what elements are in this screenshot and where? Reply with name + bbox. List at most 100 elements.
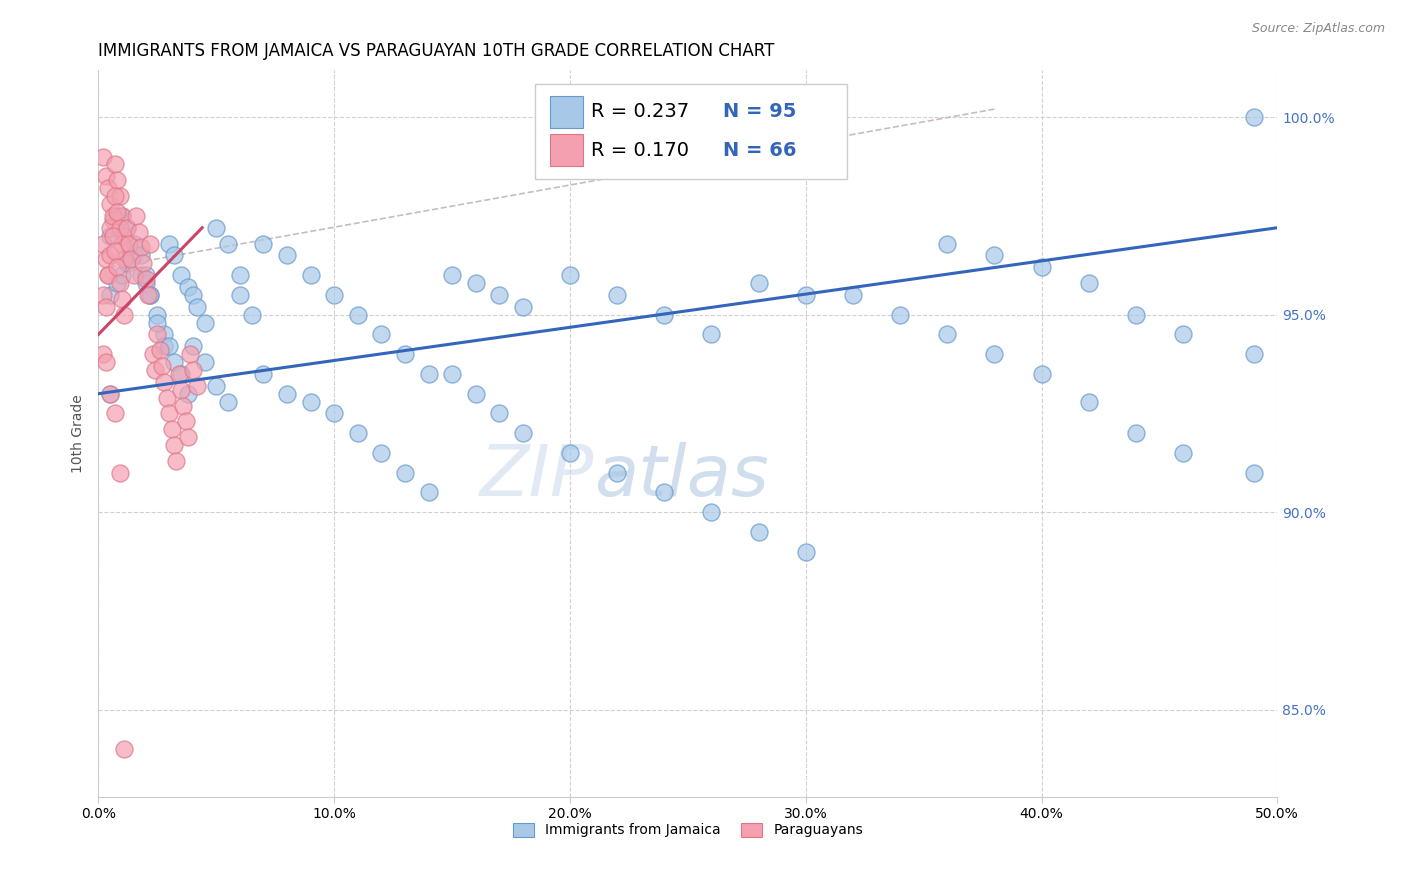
- Text: R = 0.237: R = 0.237: [591, 103, 689, 121]
- Point: [299, 268, 322, 282]
- Point: [276, 386, 298, 401]
- Point: [104, 244, 127, 259]
- Point: [101, 209, 124, 223]
- Point: [160, 422, 183, 436]
- Point: [108, 220, 131, 235]
- Point: [115, 220, 138, 235]
- Point: [98, 386, 121, 401]
- Point: [129, 268, 152, 282]
- Point: [1031, 260, 1053, 275]
- Point: [111, 268, 134, 282]
- Point: [135, 272, 157, 286]
- Point: [98, 288, 121, 302]
- Point: [97, 181, 120, 195]
- Point: [1077, 276, 1099, 290]
- Point: [101, 212, 124, 227]
- Point: [177, 386, 200, 401]
- Point: [108, 276, 131, 290]
- Point: [748, 524, 770, 539]
- Point: [174, 414, 197, 428]
- Point: [488, 406, 510, 420]
- Text: N = 66: N = 66: [723, 141, 797, 160]
- Point: [1125, 308, 1147, 322]
- Point: [186, 378, 208, 392]
- Point: [97, 268, 120, 282]
- Point: [101, 228, 124, 243]
- Point: [135, 268, 157, 282]
- Point: [1243, 466, 1265, 480]
- Point: [98, 220, 121, 235]
- Y-axis label: 10th Grade: 10th Grade: [72, 394, 86, 473]
- Point: [464, 386, 486, 401]
- Point: [394, 347, 416, 361]
- Point: [165, 454, 187, 468]
- Point: [128, 225, 150, 239]
- Point: [163, 248, 186, 262]
- Point: [157, 236, 180, 251]
- Point: [105, 209, 128, 223]
- Point: [139, 236, 162, 251]
- Point: [98, 228, 121, 243]
- Point: [105, 173, 128, 187]
- Point: [94, 355, 117, 369]
- Text: Source: ZipAtlas.com: Source: ZipAtlas.com: [1251, 22, 1385, 36]
- Point: [700, 327, 723, 342]
- Point: [418, 485, 440, 500]
- Point: [794, 288, 817, 302]
- Point: [97, 268, 120, 282]
- Point: [370, 446, 392, 460]
- Point: [558, 446, 581, 460]
- Point: [794, 545, 817, 559]
- Point: [240, 308, 263, 322]
- Point: [889, 308, 911, 322]
- Point: [122, 248, 145, 262]
- Point: [1171, 446, 1194, 460]
- Point: [229, 288, 252, 302]
- Point: [652, 308, 675, 322]
- Point: [122, 236, 145, 251]
- Point: [177, 430, 200, 444]
- Point: [112, 742, 135, 756]
- Point: [181, 339, 204, 353]
- Point: [464, 276, 486, 290]
- Point: [512, 300, 534, 314]
- Point: [136, 288, 159, 302]
- Text: R = 0.170: R = 0.170: [591, 141, 689, 160]
- Point: [346, 426, 368, 441]
- Point: [1171, 327, 1194, 342]
- Point: [1031, 367, 1053, 381]
- Point: [132, 256, 155, 270]
- Point: [111, 209, 134, 223]
- Point: [193, 316, 215, 330]
- Point: [111, 209, 134, 223]
- Point: [125, 209, 148, 223]
- Point: [177, 280, 200, 294]
- Point: [558, 268, 581, 282]
- Point: [156, 391, 179, 405]
- Point: [441, 367, 464, 381]
- Point: [104, 406, 127, 420]
- Point: [205, 220, 228, 235]
- FancyBboxPatch shape: [534, 84, 846, 178]
- Point: [181, 363, 204, 377]
- Point: [91, 236, 114, 251]
- Point: [488, 288, 510, 302]
- Point: [205, 378, 228, 392]
- Point: [146, 327, 169, 342]
- Point: [170, 383, 193, 397]
- Point: [129, 248, 152, 262]
- Point: [157, 339, 180, 353]
- FancyBboxPatch shape: [550, 135, 583, 166]
- Point: [748, 276, 770, 290]
- Point: [167, 367, 190, 381]
- Point: [700, 505, 723, 519]
- Point: [153, 375, 176, 389]
- Point: [441, 268, 464, 282]
- Point: [1125, 426, 1147, 441]
- Point: [139, 288, 162, 302]
- Point: [94, 169, 117, 184]
- Point: [193, 355, 215, 369]
- Point: [135, 276, 157, 290]
- Point: [181, 288, 204, 302]
- Point: [217, 394, 239, 409]
